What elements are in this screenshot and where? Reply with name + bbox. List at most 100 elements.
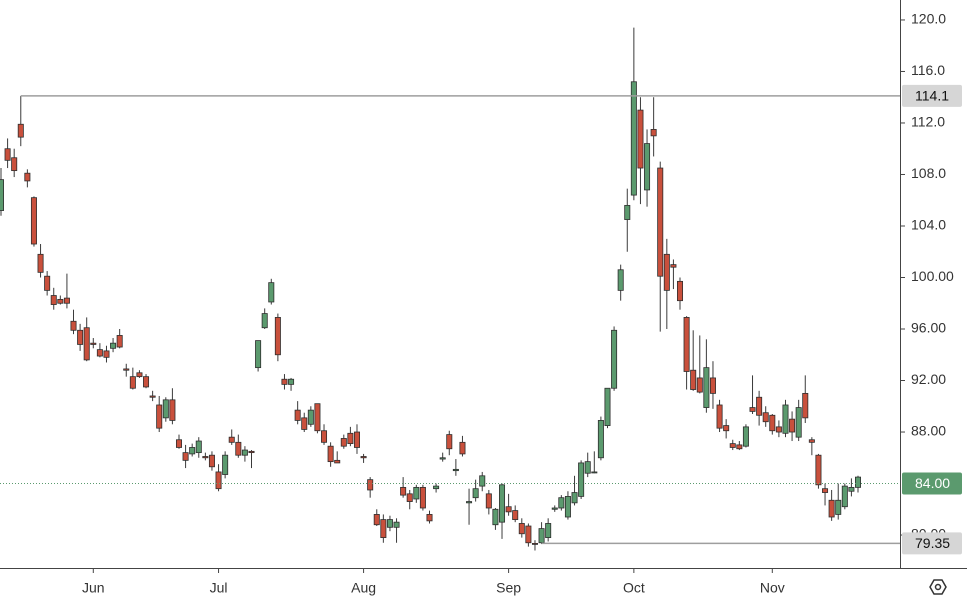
candle-body (848, 486, 855, 492)
candle-body (545, 523, 552, 539)
candle-body (96, 349, 103, 357)
candle-body (499, 484, 506, 523)
candle-body (446, 434, 453, 450)
price-label: 79.35 (915, 535, 950, 551)
y-tick-label: 88.00 (911, 423, 946, 439)
settings-icon[interactable] (929, 579, 947, 595)
candle-body (795, 407, 802, 438)
candle-body (611, 329, 618, 389)
candle-body (63, 297, 70, 304)
candle-body (551, 507, 558, 510)
candle-body (769, 414, 776, 432)
candle-body (723, 425, 730, 432)
x-tick-label: Jul (210, 580, 228, 596)
candle-body (466, 501, 473, 504)
candle-body (571, 492, 578, 504)
candle-body (136, 372, 143, 378)
candle-body (558, 497, 565, 509)
candle-body (156, 404, 163, 429)
candle-body (77, 329, 84, 345)
candle-body (650, 129, 657, 137)
candle-body (169, 399, 176, 421)
candle-body (419, 486, 426, 509)
x-tick-label: Sep (496, 580, 521, 596)
candle-body (90, 342, 97, 345)
candle-body (775, 426, 782, 433)
candle-body (637, 109, 644, 169)
candle-body (57, 298, 64, 304)
candle-body (116, 335, 123, 348)
candle-body (175, 439, 182, 448)
candle-body (617, 269, 624, 291)
candle-body (426, 514, 433, 522)
settings-button[interactable] (929, 579, 947, 595)
candle-body (564, 496, 571, 518)
candle-body (37, 253, 44, 273)
y-tick-label: 112.0 (911, 114, 945, 130)
candle-body (855, 476, 862, 488)
candle-body (578, 462, 585, 497)
price-label-box (902, 532, 962, 555)
candle-body (703, 367, 710, 408)
candle-body (208, 454, 215, 468)
candle-body (288, 378, 295, 385)
candle-body (584, 461, 591, 474)
price-label: 84.00 (915, 475, 950, 491)
candle-body (149, 395, 156, 398)
candle-body (268, 282, 275, 303)
settings-icon-center (934, 583, 942, 591)
candle-body (30, 197, 37, 245)
candle-body (340, 438, 347, 447)
candle-body (406, 493, 413, 502)
candle-body (274, 317, 281, 356)
candle-body (808, 439, 815, 443)
price-label-box (902, 472, 962, 495)
candle-body (597, 420, 604, 459)
candle-body (4, 148, 11, 161)
candle-body (782, 404, 789, 434)
candle-body (485, 493, 492, 509)
candle-body (538, 528, 545, 544)
price-label-box (902, 84, 962, 107)
candle-body (301, 417, 308, 430)
candle-body (709, 377, 716, 394)
candle-body (202, 456, 209, 459)
y-tick-label: 116.0 (911, 62, 945, 78)
candle-body (657, 167, 664, 277)
candle-body (143, 376, 150, 388)
candle-body (683, 317, 690, 372)
candle-body (677, 280, 684, 302)
candle-body (103, 350, 110, 358)
candle-body (228, 436, 235, 443)
candle-body (182, 452, 189, 461)
candle-body (452, 468, 459, 472)
candle-body (129, 376, 136, 389)
candle-body (479, 475, 486, 487)
candle-body (742, 426, 749, 447)
candle-body (472, 488, 479, 499)
candle-body (439, 457, 446, 460)
candle-body (822, 488, 829, 493)
candle-body (690, 369, 697, 390)
candle-body (386, 519, 393, 528)
candle-body (222, 454, 229, 475)
candle-body (591, 471, 598, 474)
candle-body (17, 123, 24, 138)
candle-body (670, 264, 677, 268)
candle-body (123, 368, 130, 371)
candle-body (248, 450, 255, 454)
candle-body (762, 412, 769, 423)
candle-body (815, 454, 822, 486)
candle-body (373, 514, 380, 526)
candle-body (749, 407, 756, 412)
candle-body (663, 253, 670, 291)
y-tick-label: 92.00 (911, 371, 946, 387)
candle-body (0, 179, 4, 211)
candle-body (215, 471, 222, 490)
candle-body (841, 485, 848, 508)
candle-body (505, 506, 512, 513)
candle-body (367, 479, 374, 491)
candle-body (241, 449, 248, 456)
